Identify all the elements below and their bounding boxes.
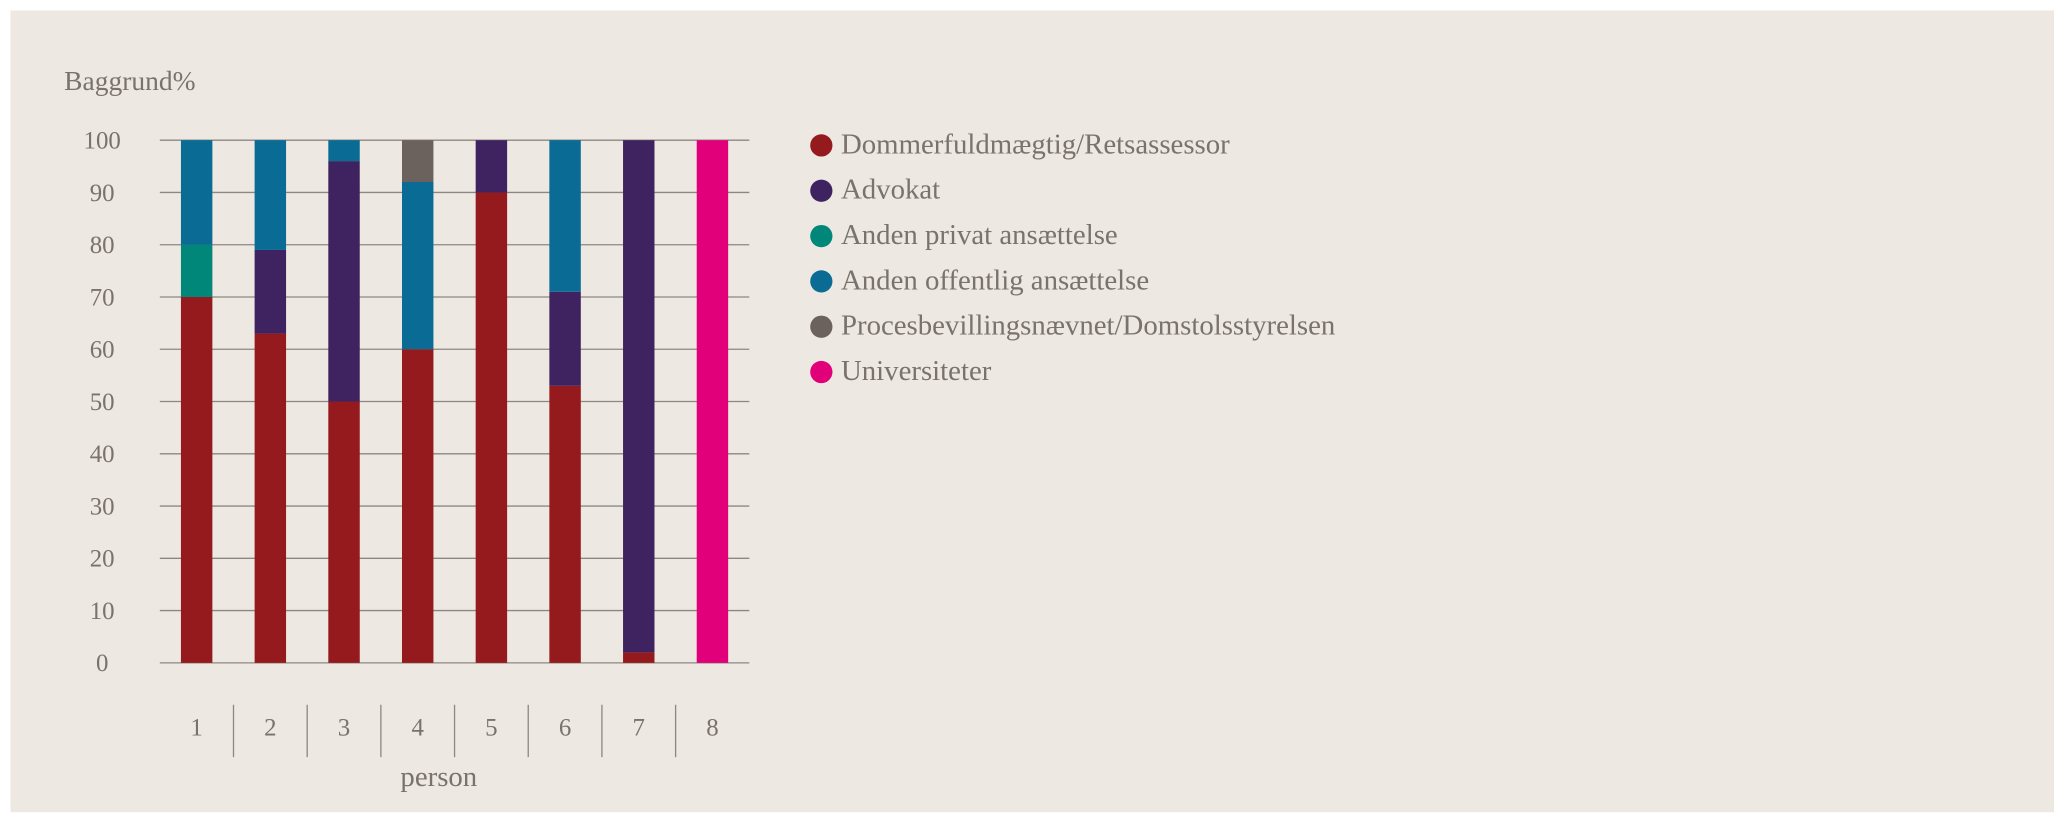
legend-label: Advokat xyxy=(841,174,940,206)
legend-swatch xyxy=(810,224,833,248)
y-tick-label: 70 xyxy=(90,284,115,311)
bar-segment xyxy=(549,385,581,663)
bar-segment xyxy=(549,291,581,386)
bar-segment xyxy=(254,140,287,250)
bar-segment xyxy=(328,401,360,663)
y-tick-label: 30 xyxy=(90,493,115,520)
bar-segment xyxy=(254,333,287,663)
bar-segment xyxy=(401,140,434,183)
chart-title: Baggrund% xyxy=(64,65,195,96)
y-tick-label: 20 xyxy=(90,546,115,573)
bar-segment xyxy=(328,161,360,402)
legend-swatch xyxy=(810,179,833,202)
bar-segment xyxy=(475,140,508,193)
y-tick-label: 100 xyxy=(84,128,121,155)
bar-segment xyxy=(254,249,287,334)
legend-label: Dommerfuldmægtig/Retsassessor xyxy=(841,128,1230,160)
x-tick-label: 4 xyxy=(411,714,424,741)
legend-swatch xyxy=(810,270,833,293)
x-axis-label: person xyxy=(400,761,477,793)
y-tick-label: 10 xyxy=(90,598,115,625)
bar-segment xyxy=(328,140,360,162)
bar-segment xyxy=(401,182,434,350)
y-tick-label: 50 xyxy=(90,389,115,416)
bar-segment xyxy=(623,652,655,663)
x-tick-label: 5 xyxy=(485,714,497,741)
x-tick-label: 8 xyxy=(706,714,718,741)
x-tick-label: 2 xyxy=(264,714,276,741)
x-tick-label: 3 xyxy=(338,714,350,741)
x-tick-label: 6 xyxy=(559,714,571,741)
legend-swatch xyxy=(810,315,833,338)
legend-label: Anden offentlig ansættelse xyxy=(841,264,1149,296)
legend-swatch xyxy=(810,360,833,384)
bar-segment xyxy=(180,244,213,297)
bar-segment xyxy=(549,140,581,292)
bar-segment xyxy=(623,140,655,653)
y-tick-label: 60 xyxy=(90,337,115,364)
legend-label: Anden privat ansættelse xyxy=(841,219,1118,251)
bar-segment xyxy=(475,192,508,663)
legend-swatch xyxy=(810,134,833,157)
x-tick-label: 7 xyxy=(633,714,645,741)
y-tick-label: 80 xyxy=(90,232,115,259)
bar-segment xyxy=(696,140,729,663)
bar-segment xyxy=(401,349,434,663)
y-tick-label: 90 xyxy=(90,180,115,207)
bar-segment xyxy=(180,140,213,245)
legend-label: Universiteter xyxy=(841,355,992,387)
x-tick-label: 1 xyxy=(190,714,202,741)
y-tick-label: 0 xyxy=(96,650,108,677)
bar-segment xyxy=(180,296,213,663)
legend-label: Procesbevillingsnævnet/Domstolsstyrelsen xyxy=(841,310,1335,342)
y-tick-label: 40 xyxy=(90,441,115,468)
